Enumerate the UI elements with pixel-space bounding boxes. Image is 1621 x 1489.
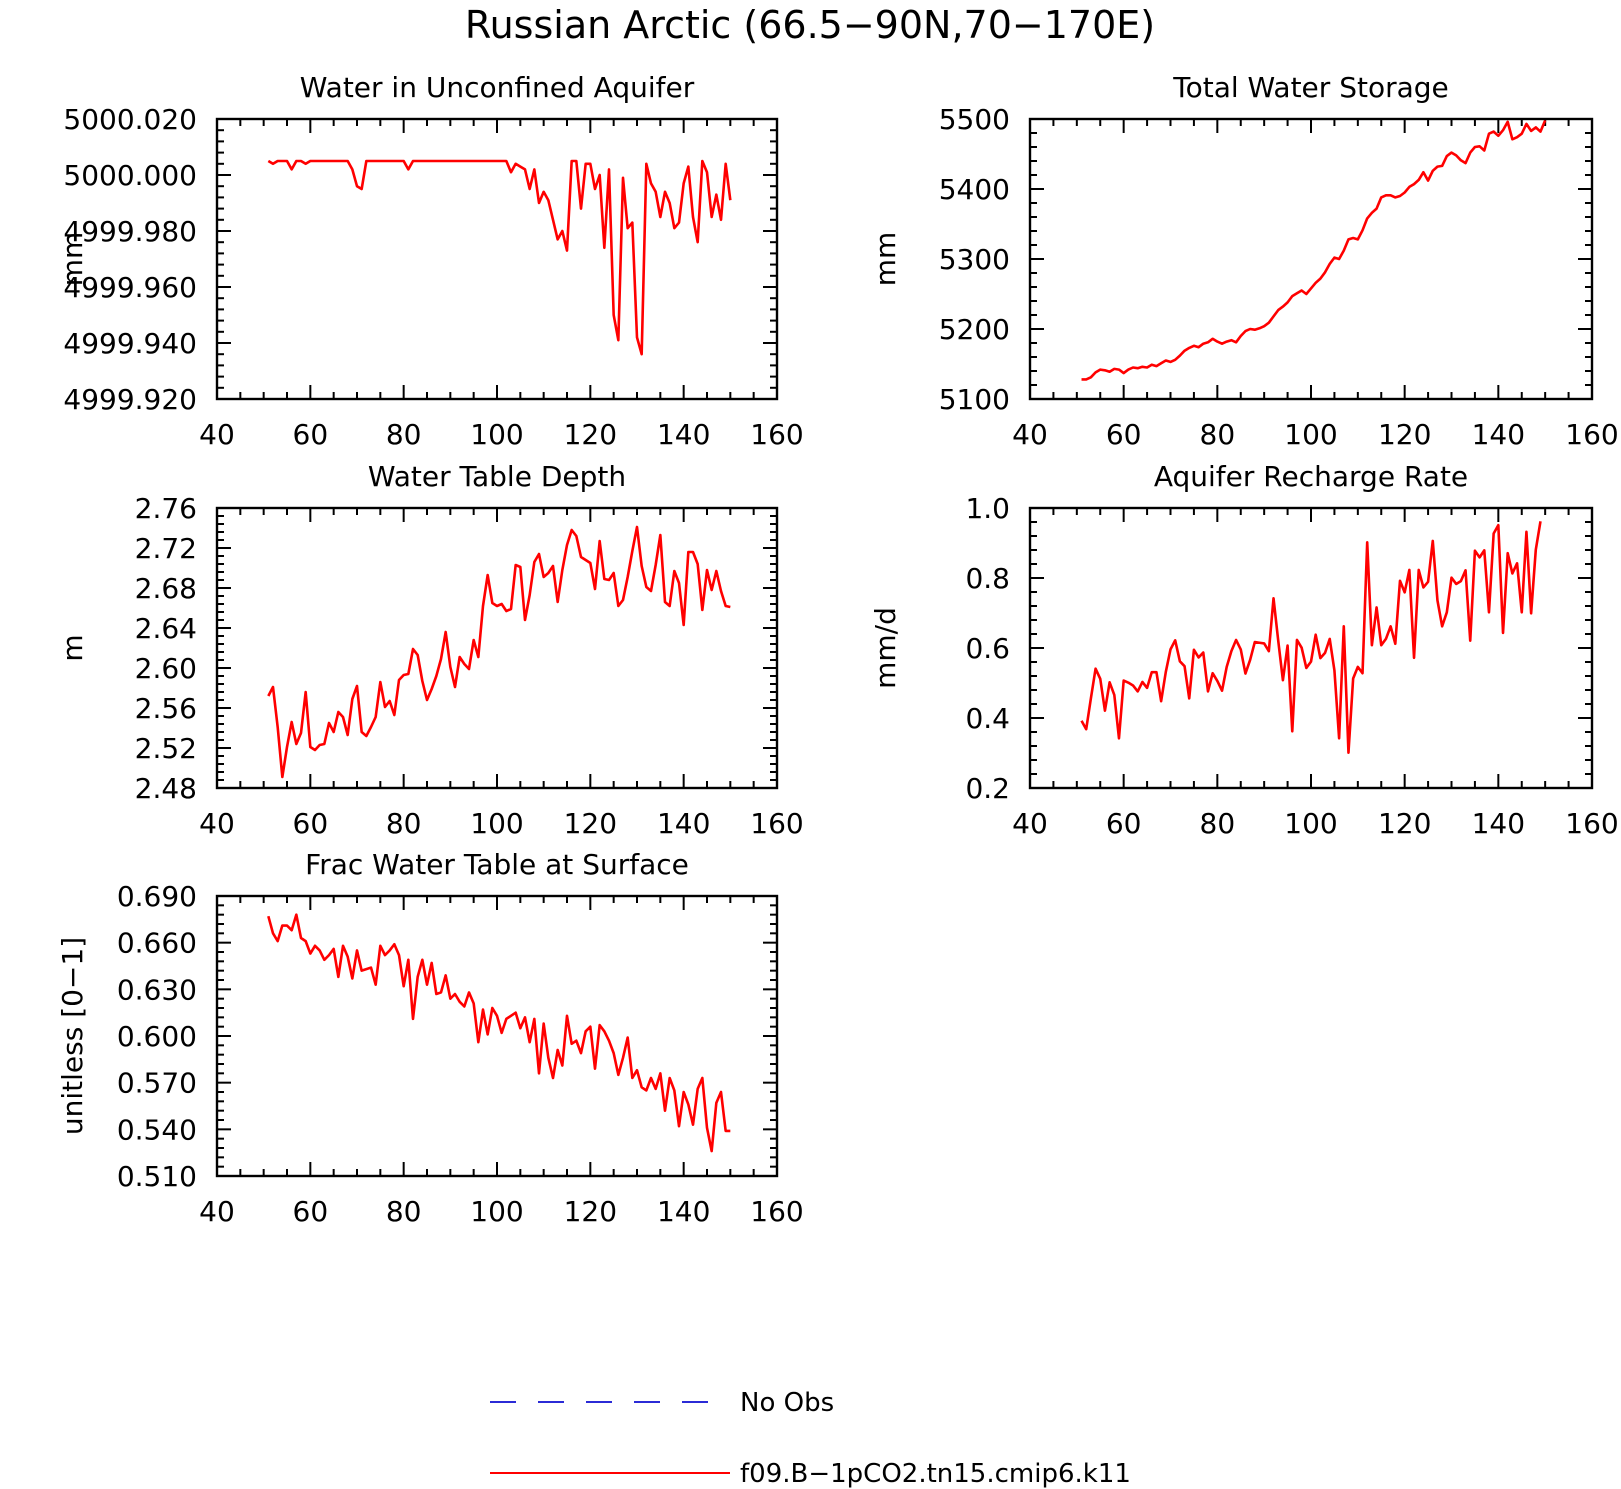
x-tick-label: 140: [657, 1195, 710, 1228]
x-tick-label: 60: [293, 807, 329, 840]
legend-label-2: f09.B−1pCO2.tn15.cmip6.k11: [740, 1459, 1131, 1489]
y-axis-label: unitless [0−1]: [56, 937, 89, 1135]
legend-label-1: No Obs: [740, 1388, 834, 1418]
x-tick-label: 40: [1012, 807, 1048, 840]
y-tick-label: 2.56: [135, 692, 197, 725]
chart-panel-1: Water in Unconfined Aquifer mm 40 60 80 100 12…: [56, 71, 804, 451]
y-tick-label: 0.690: [117, 880, 197, 913]
y-axis-label: mm: [869, 232, 902, 287]
y-tick-label: 5300: [939, 243, 1010, 276]
plot-frame: [215, 506, 779, 790]
y-axis-label: m: [56, 634, 89, 661]
y-tick-label: 2.52: [135, 732, 197, 765]
y-tick-label: 0.540: [117, 1113, 197, 1146]
y-tick-label: 5100: [939, 383, 1010, 416]
x-tick-label: 140: [657, 807, 710, 840]
y-tick-label: 0.570: [117, 1067, 197, 1100]
y-tick-label: 0.660: [117, 927, 197, 960]
x-tick-label: 120: [1378, 418, 1431, 451]
x-tick-label: 80: [1200, 807, 1236, 840]
x-tick-label: 40: [199, 1195, 235, 1228]
y-tick-label: 0.510: [117, 1160, 197, 1193]
panel-title: Water Table Depth: [368, 460, 626, 493]
x-tick-label: 40: [199, 418, 235, 451]
series-line-1: [267, 159, 732, 356]
y-tick-label: 0.6: [965, 632, 1010, 665]
x-tick-label: 140: [1472, 418, 1525, 451]
x-tick-label: 60: [1106, 807, 1142, 840]
y-tick-label: 2.48: [135, 772, 197, 805]
y-axis-label: mm/d: [869, 607, 902, 689]
panel-title: Total Water Storage: [1172, 71, 1449, 104]
plot-frame: [215, 117, 779, 401]
y-tick-label: 5000.020: [63, 103, 197, 136]
chart-panel-4: Aquifer Recharge Rate mm/d 40 60 80 100 120 140…: [869, 460, 1619, 840]
x-tick-label: 160: [1565, 807, 1618, 840]
x-tick-label: 60: [1106, 418, 1142, 451]
chart-panel-2: Total Water Storage mm 40 60 80 100 120 140 160 5…: [869, 71, 1619, 451]
series-line-1: [267, 525, 731, 779]
y-axis-label: mm: [56, 232, 89, 287]
series-line-1: [267, 913, 731, 1153]
y-tick-label: 4999.960: [63, 271, 197, 304]
x-tick-label: 80: [1200, 418, 1236, 451]
panel-title: Frac Water Table at Surface: [305, 848, 689, 881]
y-tick-label: 0.8: [965, 562, 1010, 595]
x-tick-label: 160: [1565, 418, 1618, 451]
x-tick-label: 120: [564, 1195, 617, 1228]
y-tick-label: 4999.980: [63, 215, 197, 248]
y-tick-label: 2.76: [135, 492, 197, 525]
x-tick-label: 100: [470, 1195, 523, 1228]
y-tick-label: 0.630: [117, 973, 197, 1006]
chart-panel-3: Water Table Depth m 40 60 80 100 120 140 160 2.48…: [56, 460, 804, 840]
x-tick-label: 160: [750, 1195, 803, 1228]
x-tick-label: 40: [199, 807, 235, 840]
y-tick-label: 4999.940: [63, 327, 197, 360]
y-tick-label: 5200: [939, 313, 1010, 346]
plot-frame: [1028, 506, 1594, 790]
series-line-1: [1081, 119, 1547, 381]
plot-frame: [1028, 117, 1594, 401]
chart-panels: Water in Unconfined Aquifer mm 40 60 80 100 12…: [56, 71, 1619, 1228]
legend: No Obs f09.B−1pCO2.tn15.cmip6.k11: [490, 1388, 1131, 1489]
y-tick-label: 5500: [939, 103, 1010, 136]
x-tick-label: 60: [293, 418, 329, 451]
y-tick-label: 0.600: [117, 1020, 197, 1053]
panel-title: Water in Unconfined Aquifer: [300, 71, 695, 104]
y-tick-label: 2.72: [135, 532, 197, 565]
y-tick-label: 5000.000: [63, 159, 197, 192]
figure-title: Russian Arctic (66.5−90N,70−170E): [465, 3, 1155, 47]
y-tick-label: 2.60: [135, 652, 197, 685]
x-tick-label: 100: [1284, 807, 1337, 840]
plot-frame: [215, 894, 779, 1178]
x-tick-label: 140: [657, 418, 710, 451]
x-tick-label: 80: [386, 1195, 422, 1228]
series-line-1: [1080, 521, 1542, 754]
x-tick-label: 100: [1284, 418, 1337, 451]
x-tick-label: 160: [750, 807, 803, 840]
x-tick-label: 100: [470, 807, 523, 840]
x-tick-label: 80: [386, 418, 422, 451]
x-tick-label: 120: [564, 807, 617, 840]
x-tick-label: 160: [750, 418, 803, 451]
y-tick-label: 2.68: [135, 572, 197, 605]
x-tick-label: 100: [470, 418, 523, 451]
x-tick-label: 40: [1012, 418, 1048, 451]
y-tick-label: 2.64: [135, 612, 197, 645]
panel-title: Aquifer Recharge Rate: [1154, 460, 1468, 493]
x-tick-label: 120: [1378, 807, 1431, 840]
y-tick-label: 0.2: [965, 772, 1010, 805]
x-tick-label: 80: [386, 807, 422, 840]
y-tick-label: 0.4: [965, 702, 1010, 735]
x-tick-label: 60: [293, 1195, 329, 1228]
y-tick-label: 1.0: [965, 492, 1010, 525]
y-tick-label: 5400: [939, 173, 1010, 206]
x-tick-label: 140: [1472, 807, 1525, 840]
x-tick-label: 120: [564, 418, 617, 451]
chart-panel-5: Frac Water Table at Surface unitless [0−1…: [56, 848, 804, 1228]
y-tick-label: 4999.920: [63, 383, 197, 416]
